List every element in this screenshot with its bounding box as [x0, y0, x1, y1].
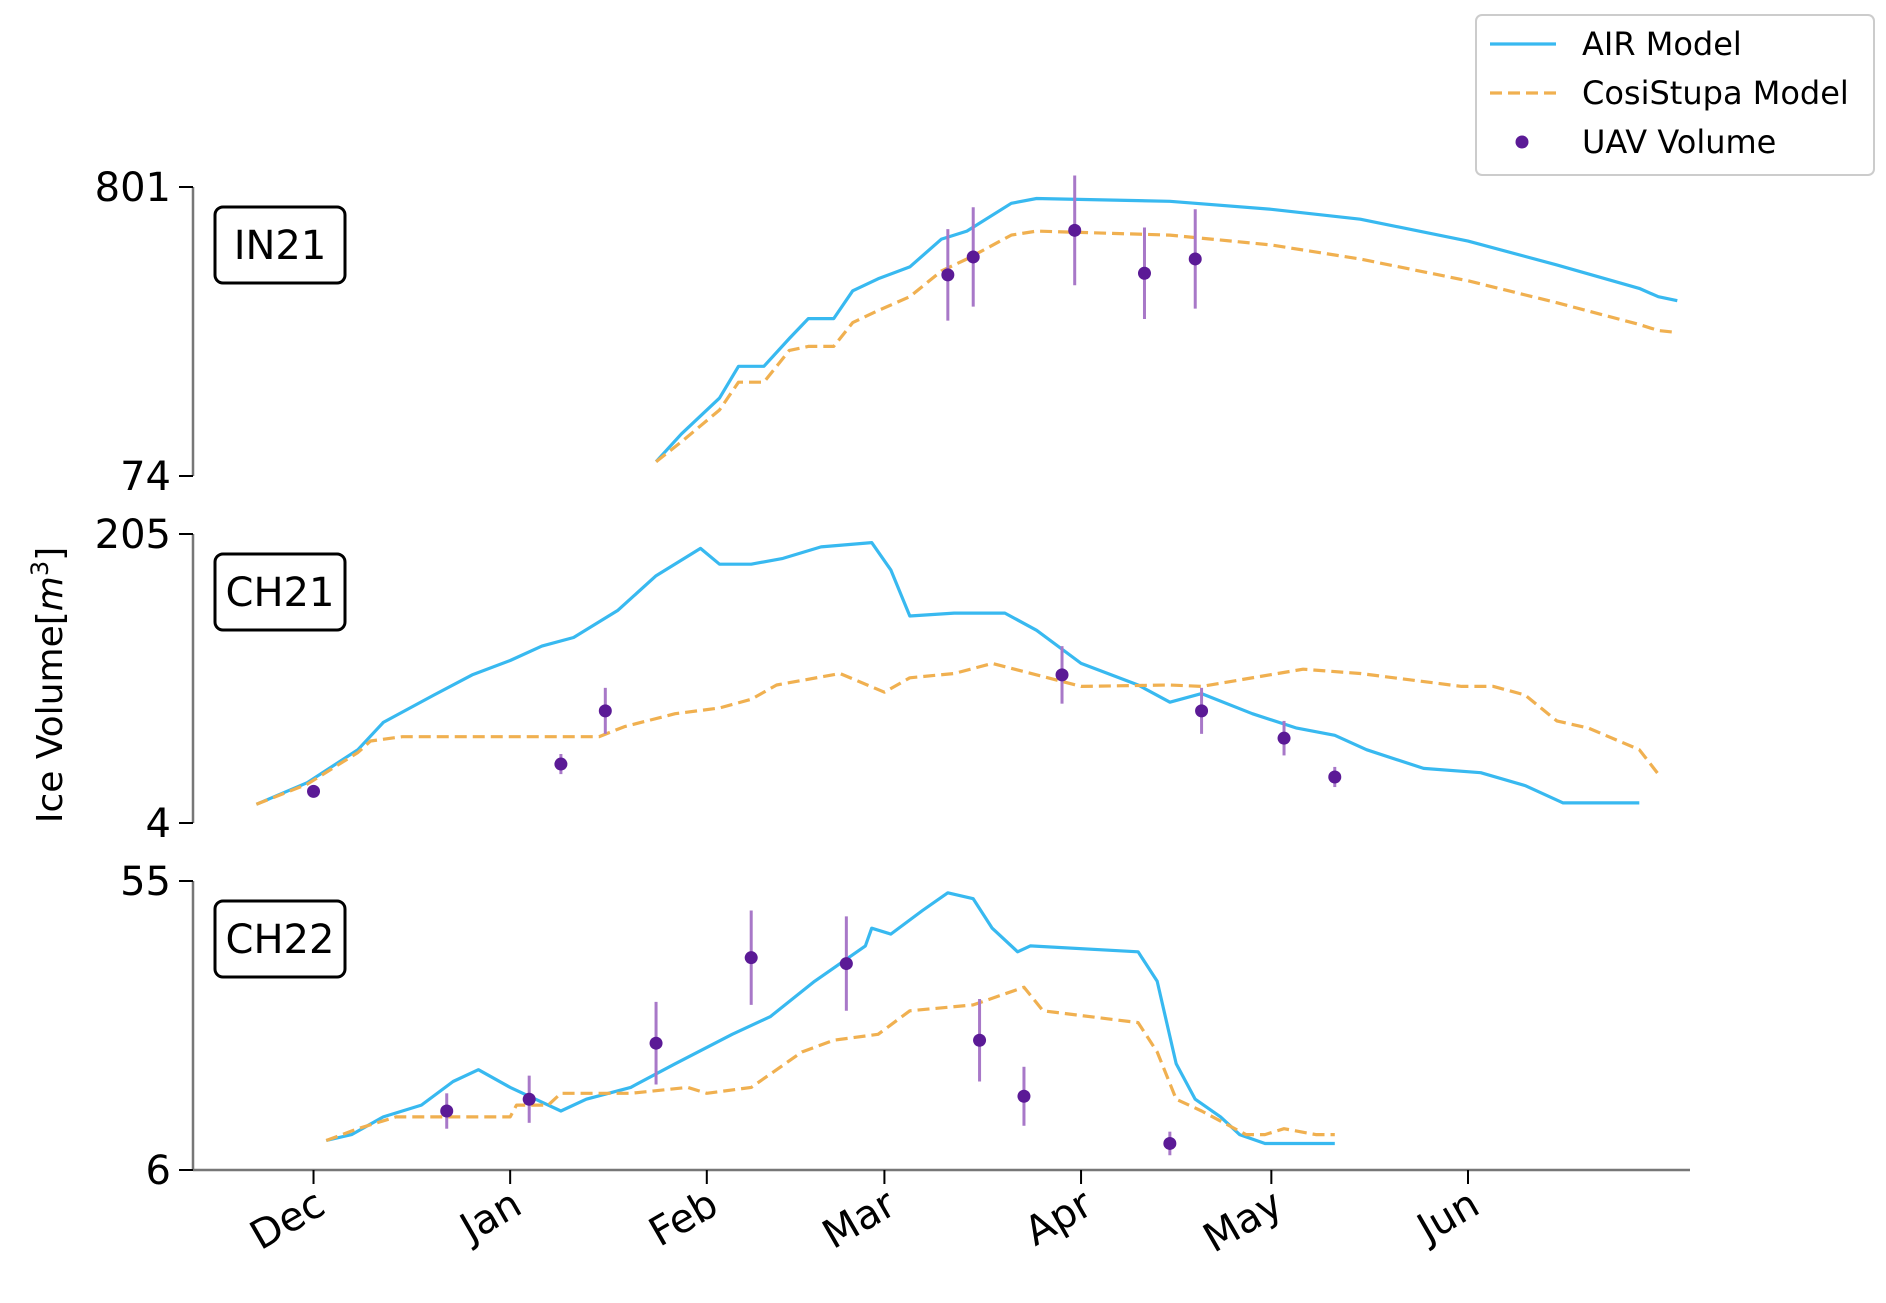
uav-point-ch22-7: [1163, 1136, 1177, 1150]
uav-point-ch21-3: [1055, 668, 1069, 682]
x-tick-label-dec: Dec: [242, 1181, 332, 1260]
uav-point-in21-2: [1068, 223, 1082, 237]
uav-point-ch22-5: [973, 1033, 987, 1047]
uav-point-ch22-4: [839, 957, 853, 971]
uav-point-ch22-1: [522, 1092, 536, 1106]
uav-point-ch21-1: [554, 757, 568, 771]
cosistupa-line-ch21: [255, 661, 1660, 806]
uav-point-ch21-6: [1328, 770, 1342, 784]
y-tick-label-in21-0: 801: [95, 165, 171, 211]
x-axis: Dec Jan Feb Mar Apr May Jun: [193, 1168, 1690, 1262]
panel-label-ch22: CH22: [226, 917, 335, 963]
cosistupa-line-in21: [655, 229, 1678, 463]
panel-in21: 801 74 IN21: [95, 165, 1678, 500]
panel-label-in21: IN21: [234, 223, 327, 269]
y-tick-label-ch21-0: 205: [95, 512, 171, 558]
x-tick-label-mar: Mar: [815, 1181, 904, 1259]
panel-label-box-ch21: [213, 552, 347, 632]
y-axis-label-unit: m: [30, 576, 71, 611]
legend-box: [1475, 14, 1875, 176]
panel-label-box-ch22: [213, 899, 347, 979]
panel-label-ch21: CH21: [226, 570, 335, 616]
x-tick-label-jun: Jun: [1407, 1181, 1487, 1254]
air-line-ch21: [255, 540, 1640, 806]
x-tick-label-feb: Feb: [641, 1181, 725, 1256]
panel-label-box-in21: [213, 205, 347, 285]
uav-point-ch22-0: [440, 1104, 454, 1118]
x-tick-label-may: May: [1196, 1181, 1291, 1262]
uav-point-ch22-3: [744, 951, 758, 965]
uav-point-in21-1: [966, 250, 980, 264]
x-tick-label-apr: Apr: [1017, 1181, 1100, 1256]
uav-point-ch21-0: [307, 784, 321, 798]
uav-point-in21-3: [1137, 266, 1151, 280]
uav-point-ch22-2: [649, 1036, 663, 1050]
panel-ch21: 205 4 CH21: [95, 512, 1660, 847]
x-tick-label-jan: Jan: [450, 1181, 529, 1253]
legend: AIR Model CosiStupa Model UAV Volume: [1475, 14, 1875, 176]
uav-point-ch22-6: [1017, 1089, 1031, 1103]
uav-point-ch21-4: [1195, 704, 1209, 718]
air-line-in21: [654, 196, 1678, 463]
uav-point-ch21-5: [1277, 731, 1291, 745]
y-tick-label-ch22-1: 6: [146, 1148, 171, 1194]
y-tick-label-in21-1: 74: [120, 454, 171, 500]
y-axis-label: Ice Volume[m3]: [26, 547, 71, 823]
cosistupa-line-ch22: [325, 985, 1335, 1142]
y-axis-label-close: ]: [30, 547, 71, 561]
y-axis-label-exponent: 3: [26, 561, 54, 576]
legend-label-air-model: AIR Model: [1582, 25, 1742, 63]
uav-point-ch21-2: [598, 704, 612, 718]
uav-point-in21-4: [1188, 252, 1202, 266]
legend-swatch-uav-volume: [1515, 135, 1529, 149]
legend-label-cosistupa-model: CosiStupa Model: [1582, 74, 1849, 112]
y-tick-label-ch21-1: 4: [146, 801, 171, 847]
y-axis-label-main: Ice Volume[: [30, 611, 71, 823]
legend-label-uav-volume: UAV Volume: [1582, 123, 1776, 161]
panels: 801 74 IN21 205 4 CH21 55 6 CH22: [95, 165, 1678, 1194]
y-tick-label-ch22-0: 55: [120, 859, 171, 905]
uav-point-in21-0: [941, 268, 955, 282]
air-line-ch22: [325, 891, 1335, 1146]
panel-ch22: 55 6 CH22: [120, 859, 1335, 1194]
